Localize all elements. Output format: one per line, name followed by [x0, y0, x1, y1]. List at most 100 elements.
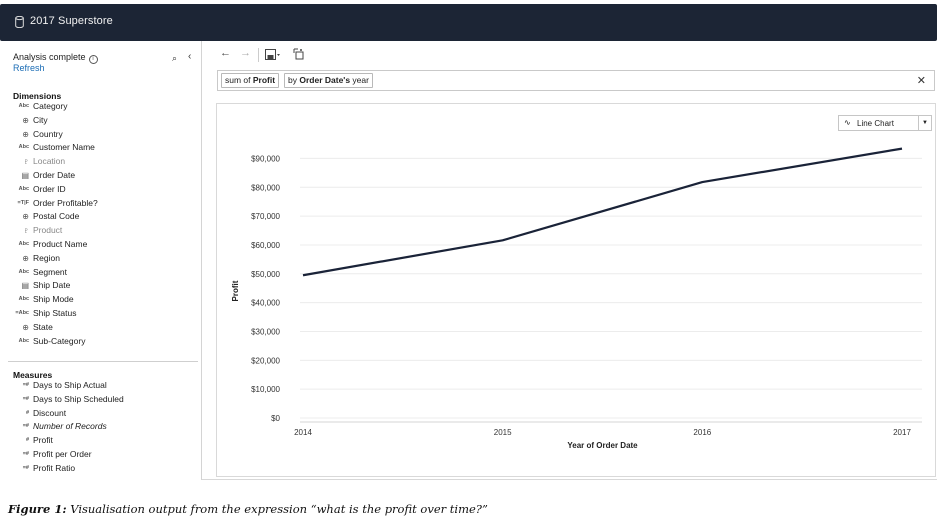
field-label: Profit Ratio: [33, 462, 76, 473]
x-axis-title: Year of Order Date: [567, 441, 638, 450]
field-item[interactable]: =# Days to Ship Scheduled: [13, 393, 124, 407]
hierarchy-icon: ♇: [23, 157, 29, 167]
hierarchy-icon: ♇: [23, 226, 29, 236]
field-type-icon: =Abc: [15, 309, 29, 316]
y-tick-label: $90,000: [251, 154, 280, 163]
globe-icon: ⊕: [22, 115, 29, 125]
field-item[interactable]: ⊕ City: [13, 114, 98, 128]
query-bar[interactable]: sum of Profit by Order Date's year ✕: [217, 70, 935, 91]
database-icon: [15, 16, 24, 28]
share-icon[interactable]: [293, 48, 305, 61]
y-tick-label: $20,000: [251, 356, 280, 365]
field-label: Order Profitable?: [33, 197, 98, 208]
field-item[interactable]: ⊕ Country: [13, 128, 98, 142]
field-type-icon: Abc: [18, 296, 29, 303]
field-label: Sub-Category: [33, 335, 86, 346]
field-item[interactable]: ⊕ Postal Code: [13, 210, 98, 224]
x-tick-label: 2017: [893, 428, 911, 437]
query-pill-dimension[interactable]: by Order Date's year: [284, 73, 373, 88]
globe-icon: ⊕: [22, 212, 29, 222]
field-label: Postal Code: [33, 211, 80, 222]
field-item[interactable]: ▤ Ship Date: [13, 279, 98, 293]
calendar-icon: ▤: [21, 281, 29, 291]
pill-field: Profit: [252, 75, 276, 85]
y-tick-label: $30,000: [251, 327, 280, 336]
globe-icon: ⊕: [22, 253, 29, 263]
query-pill-measure[interactable]: sum of Profit: [221, 73, 280, 88]
field-item[interactable]: Abc Customer Name: [13, 141, 98, 155]
collapse-pane-icon[interactable]: ‹: [188, 51, 192, 62]
x-tick-label: 2016: [693, 428, 711, 437]
field-item[interactable]: Abc Order ID: [13, 183, 98, 197]
dimensions-title: Dimensions: [13, 91, 62, 101]
info-icon[interactable]: i: [88, 55, 98, 64]
close-icon[interactable]: ✕: [916, 75, 926, 87]
field-item[interactable]: =# Number of Records: [13, 420, 124, 434]
app-title-bar: 2017 Superstore: [0, 4, 937, 41]
chart-type-label: Line Chart: [857, 119, 894, 128]
field-label: Profit per Order: [33, 448, 92, 459]
field-label: Ship Status: [33, 307, 77, 318]
chevron-down-icon[interactable]: ▼: [918, 116, 931, 130]
field-type-icon: Abc: [18, 185, 29, 192]
visualization-panel: ∿ Line Chart ▼ $0 $10,000 $20,000 $30,000 $4…: [216, 103, 936, 477]
globe-icon: ⊕: [22, 322, 29, 332]
field-label: Order Date: [33, 169, 76, 180]
field-item[interactable]: Abc Segment: [13, 266, 98, 280]
field-item[interactable]: Abc Ship Mode: [13, 293, 98, 307]
field-label: Country: [33, 128, 63, 139]
field-item[interactable]: ⊕ State: [13, 321, 98, 335]
field-label: Ship Date: [33, 280, 71, 291]
field-item[interactable]: ♇ Location: [13, 155, 98, 169]
field-item[interactable]: Abc Category: [13, 100, 98, 114]
figure-caption: Figure 1: Visualisation output from the …: [8, 502, 488, 516]
field-item[interactable]: =Abc Ship Status: [13, 307, 98, 321]
field-item[interactable]: ♇ Product: [13, 224, 98, 238]
field-label: State: [33, 321, 53, 332]
y-tick-label: $10,000: [251, 385, 280, 394]
field-label: Days to Ship Actual: [33, 380, 107, 390]
y-tick-label: $40,000: [251, 299, 280, 308]
field-type-icon: Abc: [18, 268, 29, 275]
field-type-icon: =#: [22, 450, 29, 457]
forward-arrow-icon[interactable]: →: [240, 47, 251, 59]
chart-type-dropdown[interactable]: ∿ Line Chart ▼: [838, 115, 932, 131]
analysis-status: Analysis complete i: [13, 52, 98, 64]
pill-prefix: by: [288, 75, 297, 85]
field-label: Category: [33, 101, 68, 111]
field-item[interactable]: Abc Product Name: [13, 238, 98, 252]
search-icon[interactable]: ⌕: [172, 53, 178, 63]
y-tick-label: $70,000: [251, 212, 280, 221]
field-item[interactable]: # Profit: [13, 434, 124, 448]
field-item[interactable]: =# Profit Ratio: [13, 462, 124, 476]
field-label: Product Name: [33, 238, 88, 249]
data-pane: Analysis complete i Refresh ⌕ ‹ Dimension…: [0, 41, 202, 480]
y-axis-title: Profit: [231, 280, 240, 301]
field-item[interactable]: =# Days to Ship Actual: [13, 379, 124, 393]
field-type-icon: =#: [22, 395, 29, 402]
field-label: Segment: [33, 266, 68, 277]
field-item[interactable]: ⊕ Region: [13, 252, 98, 266]
profit-line-chart: $0 $10,000 $20,000 $30,000 $40,000 $50,000 $60…: [231, 147, 922, 450]
profit-series-line[interactable]: [302, 147, 903, 277]
field-label: Location: [33, 156, 66, 167]
field-item[interactable]: Abc Sub-Category: [13, 335, 98, 349]
field-label: Ship Mode: [33, 294, 74, 305]
field-item[interactable]: =# Profit per Order: [13, 448, 124, 462]
measures-title: Measures: [13, 370, 53, 380]
dimensions-list: Abc Category ⊕ City ⊕ Country Abc Customer Name…: [13, 100, 98, 349]
field-item[interactable]: ▤ Order Date: [13, 169, 98, 183]
field-item[interactable]: # Discount: [13, 407, 124, 421]
analysis-status-text: Analysis complete: [13, 52, 86, 62]
caption-text: Visualisation output from the expression…: [66, 502, 488, 516]
back-arrow-icon[interactable]: ←: [220, 47, 231, 59]
refresh-link[interactable]: Refresh: [13, 63, 45, 73]
field-item[interactable]: =T|F Order Profitable?: [13, 197, 98, 211]
toolbar: ← →: [203, 41, 937, 69]
save-icon[interactable]: [265, 49, 281, 61]
line-chart-icon: ∿: [844, 118, 851, 127]
pill-field: Order Date's: [299, 75, 351, 85]
y-tick-label: $0: [271, 414, 280, 423]
field-label: Order ID: [33, 183, 66, 194]
caption-label: Figure 1:: [8, 502, 67, 516]
